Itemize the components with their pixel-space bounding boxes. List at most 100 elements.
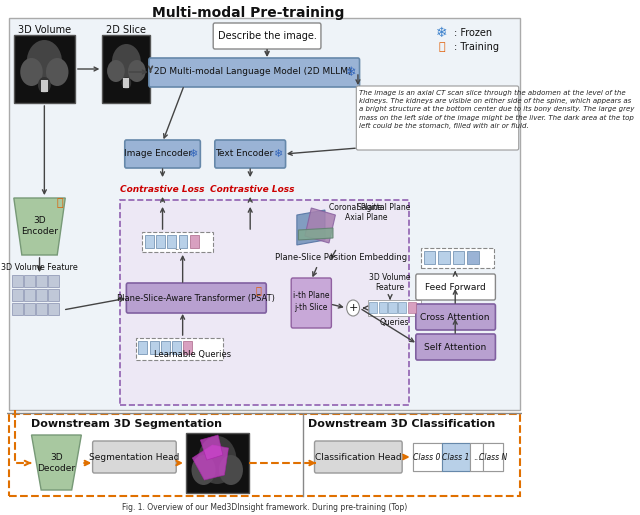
Bar [143, 232, 213, 252]
Text: ❄: ❄ [273, 149, 282, 159]
Text: 3D
Encoder: 3D Encoder [21, 216, 58, 236]
Text: Class 0: Class 0 [413, 453, 441, 461]
Bar [186, 433, 248, 493]
Bar [9, 414, 520, 496]
Bar [150, 341, 159, 354]
Text: Multi-modal Pre-training: Multi-modal Pre-training [152, 6, 345, 20]
Text: Feature: Feature [376, 283, 404, 293]
Circle shape [347, 300, 360, 316]
Circle shape [191, 455, 216, 485]
Polygon shape [192, 445, 228, 480]
Text: 🔥: 🔥 [56, 198, 63, 208]
Polygon shape [298, 228, 333, 240]
Text: The image is an axial CT scan slice through the abdomen at the level of the
kidn: The image is an axial CT scan slice thro… [359, 90, 634, 129]
Text: 3D Volume Feature: 3D Volume Feature [1, 264, 78, 272]
Polygon shape [31, 435, 81, 490]
FancyBboxPatch shape [314, 441, 402, 473]
Bar [184, 341, 192, 354]
Text: 3D Volume: 3D Volume [18, 25, 71, 35]
Text: ❄: ❄ [346, 65, 356, 78]
FancyBboxPatch shape [356, 86, 519, 150]
Text: Text Encoder: Text Encoder [216, 149, 274, 159]
Bar [161, 341, 170, 354]
Text: Plane-Slice Position Embedding: Plane-Slice Position Embedding [275, 253, 407, 263]
Text: Class N: Class N [479, 453, 507, 461]
Bar [14, 35, 75, 103]
Circle shape [107, 60, 125, 82]
Text: j-th Slice: j-th Slice [294, 303, 328, 313]
Text: Queries: Queries [380, 318, 409, 327]
Text: Self Attention: Self Attention [424, 342, 486, 352]
Bar [172, 341, 181, 354]
Bar [120, 200, 410, 405]
Text: ...: ... [174, 244, 182, 252]
Text: Segmentation Head: Segmentation Head [89, 453, 180, 461]
Text: Image Encoder: Image Encoder [124, 149, 193, 159]
Text: Plane-Slice-Aware Transformer (PSAT): Plane-Slice-Aware Transformer (PSAT) [116, 294, 275, 302]
Text: 🔥: 🔥 [438, 42, 445, 52]
Bar [145, 235, 154, 248]
Bar [36, 289, 47, 301]
Bar [413, 443, 502, 471]
FancyBboxPatch shape [93, 441, 176, 473]
Text: Cross Attention: Cross Attention [420, 313, 490, 321]
FancyBboxPatch shape [416, 304, 495, 330]
Text: 2D Slice: 2D Slice [106, 25, 147, 35]
Text: Sagittal Plane: Sagittal Plane [357, 202, 410, 212]
Bar [123, 78, 129, 88]
FancyBboxPatch shape [416, 334, 495, 360]
Bar [179, 235, 188, 248]
Text: ❄: ❄ [436, 26, 447, 40]
Circle shape [219, 455, 243, 485]
Bar [138, 341, 147, 354]
Polygon shape [297, 210, 325, 245]
Text: ❄: ❄ [188, 149, 197, 159]
Polygon shape [200, 435, 223, 460]
Bar [442, 443, 470, 471]
Text: Downstream 3D Segmentation: Downstream 3D Segmentation [31, 419, 222, 429]
Polygon shape [14, 198, 65, 255]
Bar [41, 80, 47, 92]
Bar [398, 302, 406, 313]
Circle shape [122, 77, 131, 89]
Bar [24, 289, 35, 301]
Bar [483, 443, 502, 471]
Text: Feed Forward: Feed Forward [425, 283, 486, 291]
Bar [388, 302, 397, 313]
Bar [190, 235, 199, 248]
Circle shape [38, 77, 51, 93]
Text: Classification Head: Classification Head [315, 453, 401, 461]
Bar [12, 289, 22, 301]
Text: Contrastive Loss: Contrastive Loss [211, 185, 295, 195]
Bar [168, 235, 176, 248]
Bar [49, 289, 59, 301]
Bar [379, 302, 387, 313]
Text: ...: ... [473, 453, 481, 461]
FancyBboxPatch shape [291, 278, 332, 328]
Bar [438, 251, 449, 264]
Bar [369, 302, 377, 313]
Polygon shape [305, 208, 335, 243]
Bar [367, 300, 420, 316]
Text: : Frozen: : Frozen [454, 28, 493, 38]
Bar [413, 443, 442, 471]
Bar [424, 251, 435, 264]
Bar [408, 302, 416, 313]
Text: Coronal Plane: Coronal Plane [329, 202, 382, 212]
Text: 3D
Decoder: 3D Decoder [37, 453, 76, 473]
Bar [102, 35, 150, 103]
Text: 🔥: 🔥 [255, 285, 261, 295]
Text: Axial Plane: Axial Plane [345, 214, 388, 222]
Text: 3D Volume: 3D Volume [369, 272, 411, 282]
Text: Learnable Queries: Learnable Queries [154, 351, 231, 359]
Circle shape [112, 44, 141, 80]
Circle shape [20, 58, 43, 86]
Text: i-th Plane: i-th Plane [293, 290, 330, 300]
Bar [422, 248, 494, 268]
Circle shape [27, 40, 62, 84]
Circle shape [128, 60, 146, 82]
Bar [453, 251, 464, 264]
Bar [24, 303, 35, 315]
Text: 2D Multi-modal Language Model (2D MLLM): 2D Multi-modal Language Model (2D MLLM) [154, 67, 351, 77]
Bar [36, 275, 47, 287]
